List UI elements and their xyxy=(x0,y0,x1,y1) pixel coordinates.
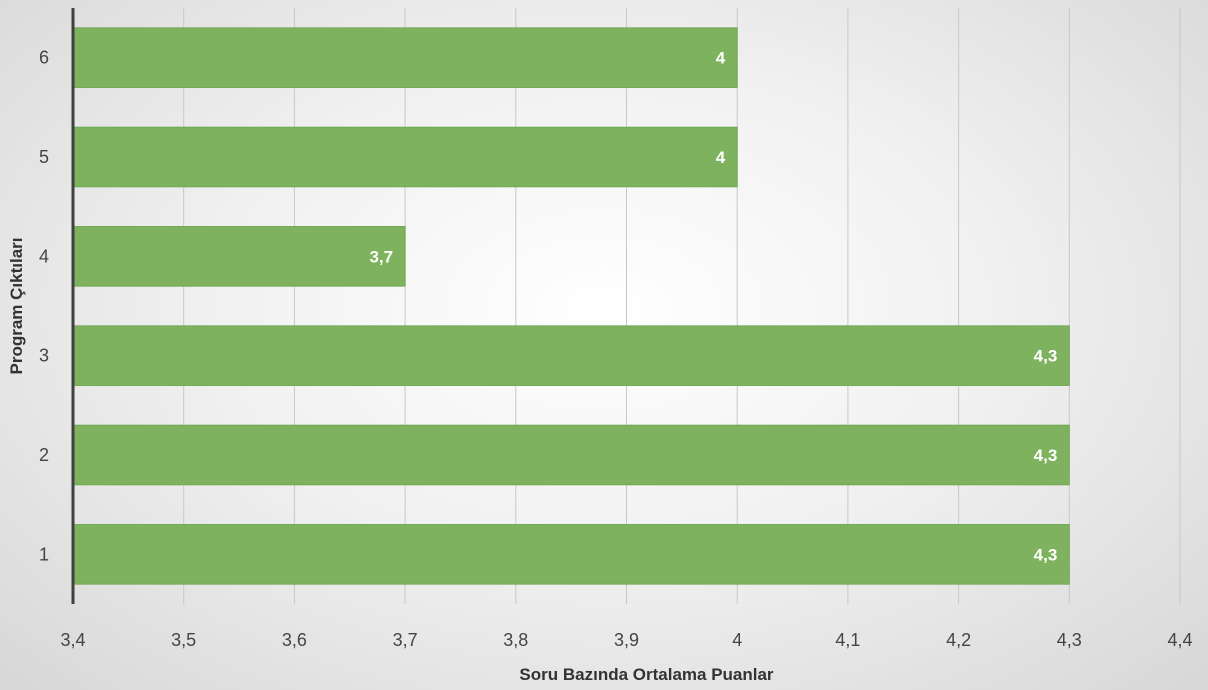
y-tick-label: 6 xyxy=(39,48,49,68)
y-tick-label: 1 xyxy=(39,544,49,564)
x-tick-label: 3,5 xyxy=(171,630,196,650)
data-label: 4 xyxy=(716,49,726,68)
y-tick-label: 2 xyxy=(39,445,49,465)
data-labels: 4,3 4,3 4,3 3,7 4 4 xyxy=(369,49,1057,565)
data-label: 4 xyxy=(716,148,726,167)
x-tick-label: 3,8 xyxy=(503,630,528,650)
data-label: 3,7 xyxy=(369,247,393,266)
tick-labels: 3,4 3,5 3,6 3,7 3,8 3,9 4 4,1 4,2 4,3 4,4 1 2 3 4 5 6 xyxy=(39,48,1193,650)
y-axis-title: Program Çıktıları xyxy=(7,238,26,375)
gridlines xyxy=(183,8,1181,604)
data-label: 4,3 xyxy=(1034,446,1058,465)
x-tick-label: 3,9 xyxy=(614,630,639,650)
bar xyxy=(72,325,1070,386)
bar xyxy=(72,524,1070,585)
bar xyxy=(72,27,738,88)
x-tick-label: 3,6 xyxy=(282,630,307,650)
x-axis-title: Soru Bazında Ortalama Puanlar xyxy=(519,665,774,684)
bar xyxy=(72,424,1070,486)
x-tick-label: 4,4 xyxy=(1167,630,1192,650)
bar xyxy=(72,126,738,188)
x-tick-label: 4,1 xyxy=(835,630,860,650)
y-tick-label: 4 xyxy=(39,246,49,266)
data-label: 4,3 xyxy=(1034,545,1058,564)
y-tick-label: 3 xyxy=(39,346,49,366)
x-tick-label: 4 xyxy=(732,630,742,650)
x-tick-label: 3,7 xyxy=(393,630,418,650)
bars xyxy=(72,27,1070,585)
y-tick-label: 5 xyxy=(39,147,49,167)
x-tick-label: 4,2 xyxy=(946,630,971,650)
x-tick-label: 3,4 xyxy=(60,630,85,650)
data-label: 4,3 xyxy=(1034,347,1058,366)
bar xyxy=(72,226,406,287)
x-tick-label: 4,3 xyxy=(1057,630,1082,650)
